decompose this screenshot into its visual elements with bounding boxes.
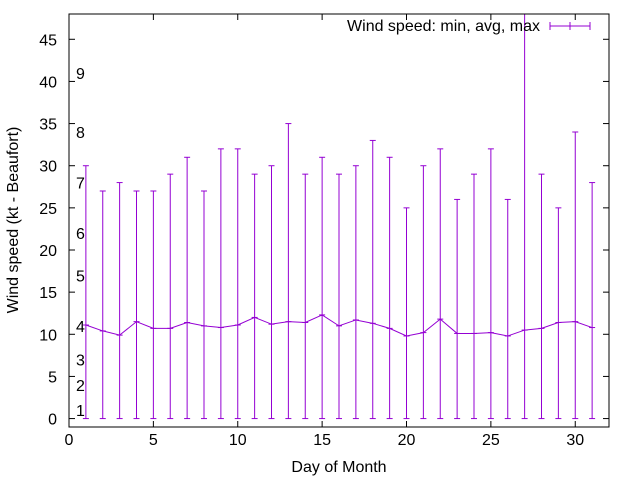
y-tick-label: 40 bbox=[39, 74, 57, 91]
y-tick-label: 5 bbox=[48, 369, 57, 386]
x-tick-label: 15 bbox=[313, 432, 331, 449]
y-tick-label: 45 bbox=[39, 32, 57, 49]
legend: Wind speed: min, avg, max bbox=[347, 18, 591, 35]
y-tick-label: 20 bbox=[39, 243, 57, 260]
y-tick-label: 25 bbox=[39, 201, 57, 218]
y-axis-label: Wind speed (kt - Beaufort) bbox=[5, 127, 22, 314]
legend-label: Wind speed: min, avg, max bbox=[347, 18, 540, 35]
x-tick-label: 30 bbox=[566, 432, 584, 449]
legend-sample bbox=[549, 22, 591, 30]
beaufort-label: 7 bbox=[76, 176, 85, 193]
y-tick-label: 0 bbox=[48, 412, 57, 429]
beaufort-label: 3 bbox=[76, 353, 85, 370]
beaufort-label: 8 bbox=[76, 125, 85, 142]
y-tick-label: 30 bbox=[39, 159, 57, 176]
beaufort-label: 4 bbox=[76, 319, 85, 336]
x-tick-label: 5 bbox=[149, 432, 158, 449]
beaufort-label: 9 bbox=[76, 66, 85, 83]
beaufort-label: 5 bbox=[76, 268, 85, 285]
beaufort-label: 6 bbox=[76, 226, 85, 243]
avg-line bbox=[85, 314, 593, 337]
x-axis-label: Day of Month bbox=[291, 459, 386, 476]
x-tick-label: 10 bbox=[229, 432, 247, 449]
x-tick-label: 0 bbox=[65, 432, 74, 449]
x-tick-label: 20 bbox=[398, 432, 416, 449]
y-tick-label: 35 bbox=[39, 117, 57, 134]
y-tick-label: 15 bbox=[39, 285, 57, 302]
beaufort-label: 1 bbox=[76, 403, 85, 420]
plot-border bbox=[68, 13, 610, 428]
y-tick-label: 10 bbox=[39, 327, 57, 344]
beaufort-label: 2 bbox=[76, 378, 85, 395]
x-tick-label: 25 bbox=[482, 432, 500, 449]
